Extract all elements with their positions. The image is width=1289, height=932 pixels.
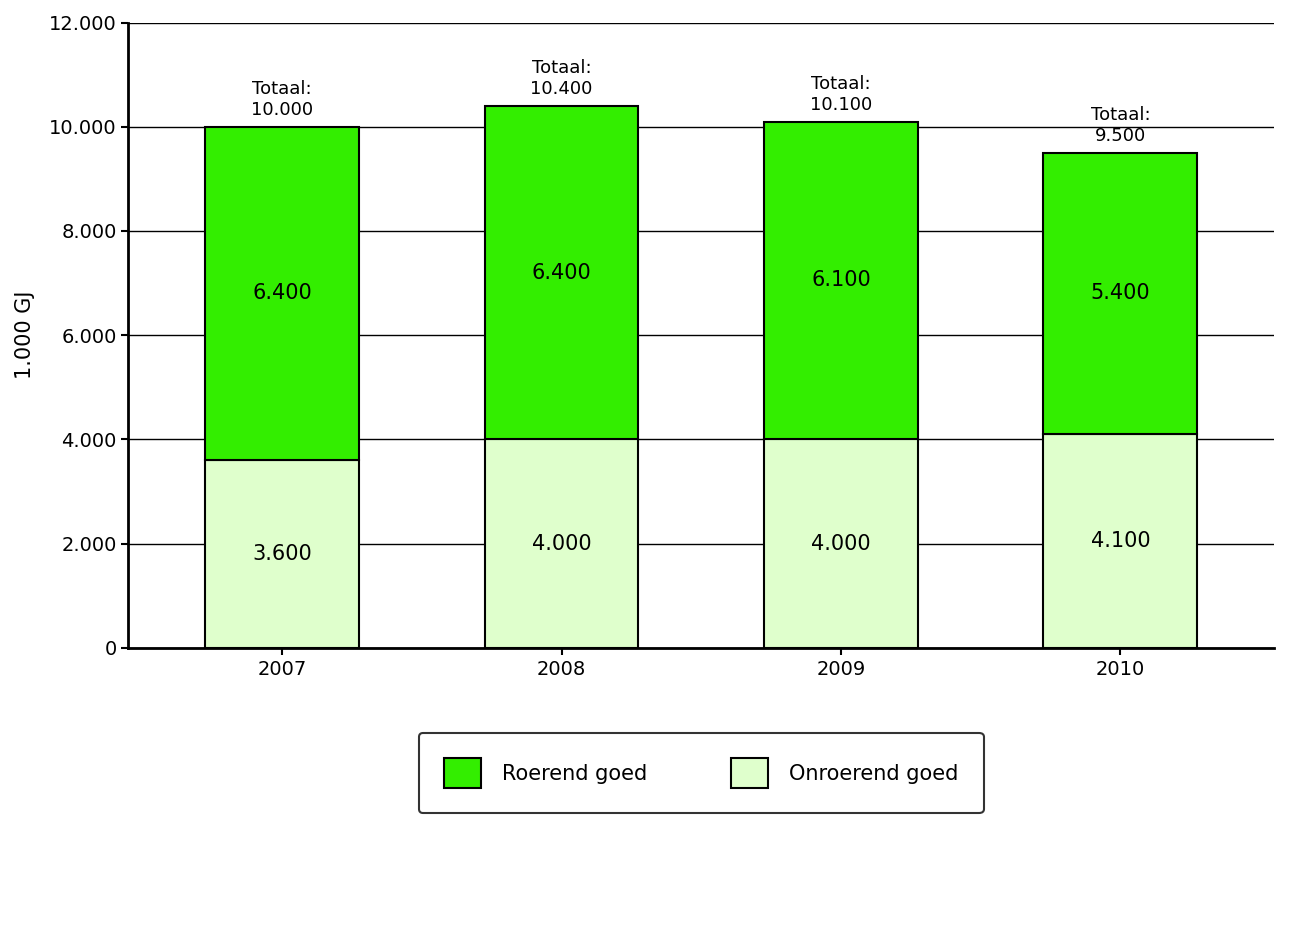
Text: 4.100: 4.100 xyxy=(1090,531,1150,551)
Text: 4.000: 4.000 xyxy=(811,534,871,554)
Text: 4.000: 4.000 xyxy=(531,534,592,554)
Bar xyxy=(1044,434,1197,648)
Text: Totaal:
9.500: Totaal: 9.500 xyxy=(1090,106,1150,145)
Bar xyxy=(764,439,918,648)
Bar xyxy=(205,127,358,460)
Text: 6.400: 6.400 xyxy=(253,283,312,304)
Bar xyxy=(1044,153,1197,434)
Bar xyxy=(764,121,918,439)
Legend: Roerend goed, Onroerend goed: Roerend goed, Onroerend goed xyxy=(419,733,984,813)
Text: 3.600: 3.600 xyxy=(253,544,312,564)
Bar xyxy=(485,106,638,439)
Text: Totaal:
10.000: Totaal: 10.000 xyxy=(251,80,313,119)
Bar xyxy=(485,439,638,648)
Text: 5.400: 5.400 xyxy=(1090,283,1150,304)
Text: 6.100: 6.100 xyxy=(811,270,871,291)
Y-axis label: 1.000 GJ: 1.000 GJ xyxy=(15,291,35,379)
Text: Totaal:
10.400: Totaal: 10.400 xyxy=(530,60,593,98)
Bar xyxy=(205,460,358,648)
Text: 6.400: 6.400 xyxy=(531,263,592,282)
Text: Totaal:
10.100: Totaal: 10.100 xyxy=(809,75,873,114)
